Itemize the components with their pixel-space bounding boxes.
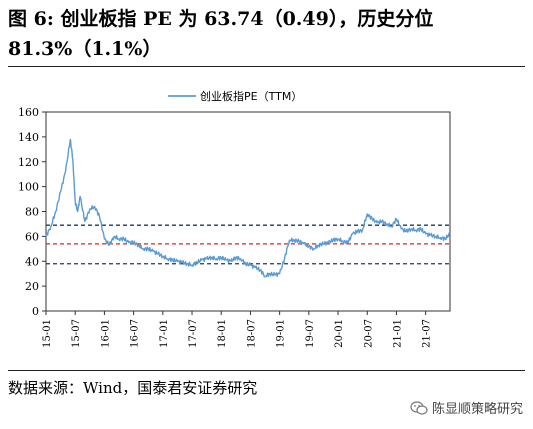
source-note: 数据来源：Wind，国泰君安证券研究 [8,379,258,397]
x-tick-label: 21-01 [392,319,403,348]
series-line [45,138,451,278]
x-tick-label: 20-07 [363,319,374,348]
pe-line-chart: 0 20 40 60 80 100 120 140 160 15-01 15-07 16-01 16-0… [18,89,451,348]
y-tick-label: 20 [25,280,39,293]
wechat-icon [410,400,428,415]
x-tick-label: 18-01 [217,319,228,348]
x-tick-label: 17-01 [159,319,170,348]
y-tick-label: 60 [25,230,39,243]
x-tick-label: 16-07 [130,319,141,348]
x-tick-label: 19-07 [305,319,316,348]
watermark: 陈显顺策略研究 [410,398,523,417]
x-tick-label: 19-01 [276,319,287,348]
y-tick-label: 40 [25,255,39,268]
x-tick-label: 15-07 [71,319,82,348]
x-tick-label: 17-07 [188,319,199,348]
source-divider [8,370,525,371]
legend-label: 创业板指PE（TTM） [200,89,302,103]
y-tick-label: 140 [18,131,39,144]
x-tick-label: 21-07 [422,319,433,348]
figure-title: 图 6: 创业板指 PE 为 63.74（0.49），历史分位 81.3%（1.… [8,8,434,60]
x-tick-label: 20-01 [334,319,345,348]
x-tick-label: 15-01 [42,319,53,348]
y-tick-label: 80 [25,206,39,219]
y-tick-label: 100 [18,181,39,194]
y-tick-label: 120 [18,156,39,169]
x-tick-label: 18-07 [246,319,257,348]
y-tick-label: 0 [32,305,39,318]
x-tick-label: 16-01 [100,319,111,348]
title-divider [8,66,525,67]
plot-frame [45,111,451,312]
y-tick-label: 160 [18,106,39,119]
watermark-text: 陈显顺策略研究 [431,402,523,417]
